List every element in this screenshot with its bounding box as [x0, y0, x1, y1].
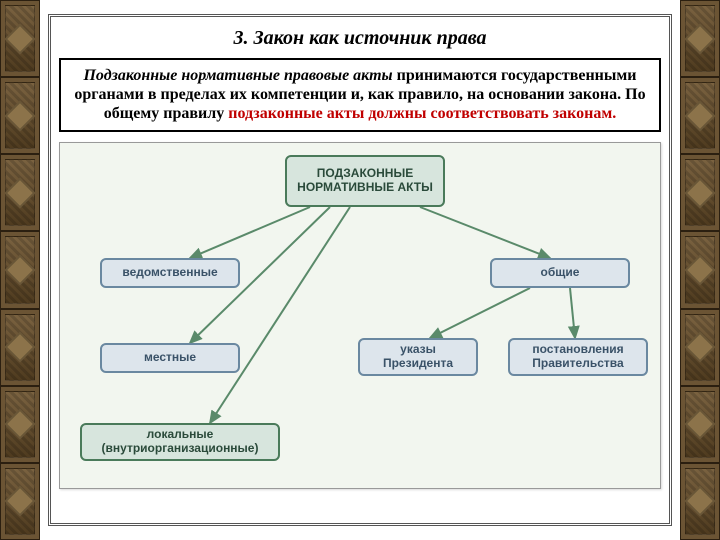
node-vedom: ведомственные — [100, 258, 240, 288]
hierarchy-diagram: ПОДЗАКОННЫЕ НОРМАТИВНЫЕ АКТЫ ведомственны… — [59, 142, 661, 489]
left-ornament-strip — [0, 0, 40, 540]
node-ukaz: указы Президента — [358, 338, 478, 376]
edge-obsh-ukaz — [430, 288, 530, 338]
ornament-tile — [680, 154, 720, 231]
edge-root-lokal — [210, 207, 350, 423]
ornament-tile — [0, 463, 40, 540]
node-lokal: локальные (внутриорганизационные) — [80, 423, 280, 461]
ornament-tile — [0, 77, 40, 154]
ornament-tile — [680, 77, 720, 154]
ornament-tile — [680, 386, 720, 463]
edge-root-obsh — [420, 207, 550, 258]
content-frame: 3. Закон как источник права Подзаконные … — [48, 14, 672, 526]
edge-root-vedom — [190, 207, 310, 258]
ornament-tile — [680, 231, 720, 308]
ornament-tile — [680, 0, 720, 77]
page-title: 3. Закон как источник права — [59, 27, 661, 50]
node-root: ПОДЗАКОННЫЕ НОРМАТИВНЫЕ АКТЫ — [285, 155, 445, 207]
ornament-tile — [680, 463, 720, 540]
node-obsh: общие — [490, 258, 630, 288]
ornament-tile — [0, 309, 40, 386]
edge-obsh-post — [570, 288, 575, 338]
ornament-tile — [0, 386, 40, 463]
slide-page: 3. Закон как источник права Подзаконные … — [0, 0, 720, 540]
node-post: постановления Правительства — [508, 338, 648, 376]
ornament-tile — [0, 154, 40, 231]
subtitle-highlight: подзаконные акты должны соответствовать … — [228, 105, 616, 122]
right-ornament-strip — [680, 0, 720, 540]
subtitle-emphasis: Подзаконные нормативные правовые акты — [83, 67, 396, 84]
ornament-tile — [0, 231, 40, 308]
subtitle-box: Подзаконные нормативные правовые акты пр… — [59, 58, 661, 132]
ornament-tile — [0, 0, 40, 77]
node-mest: местные — [100, 343, 240, 373]
ornament-tile — [680, 309, 720, 386]
